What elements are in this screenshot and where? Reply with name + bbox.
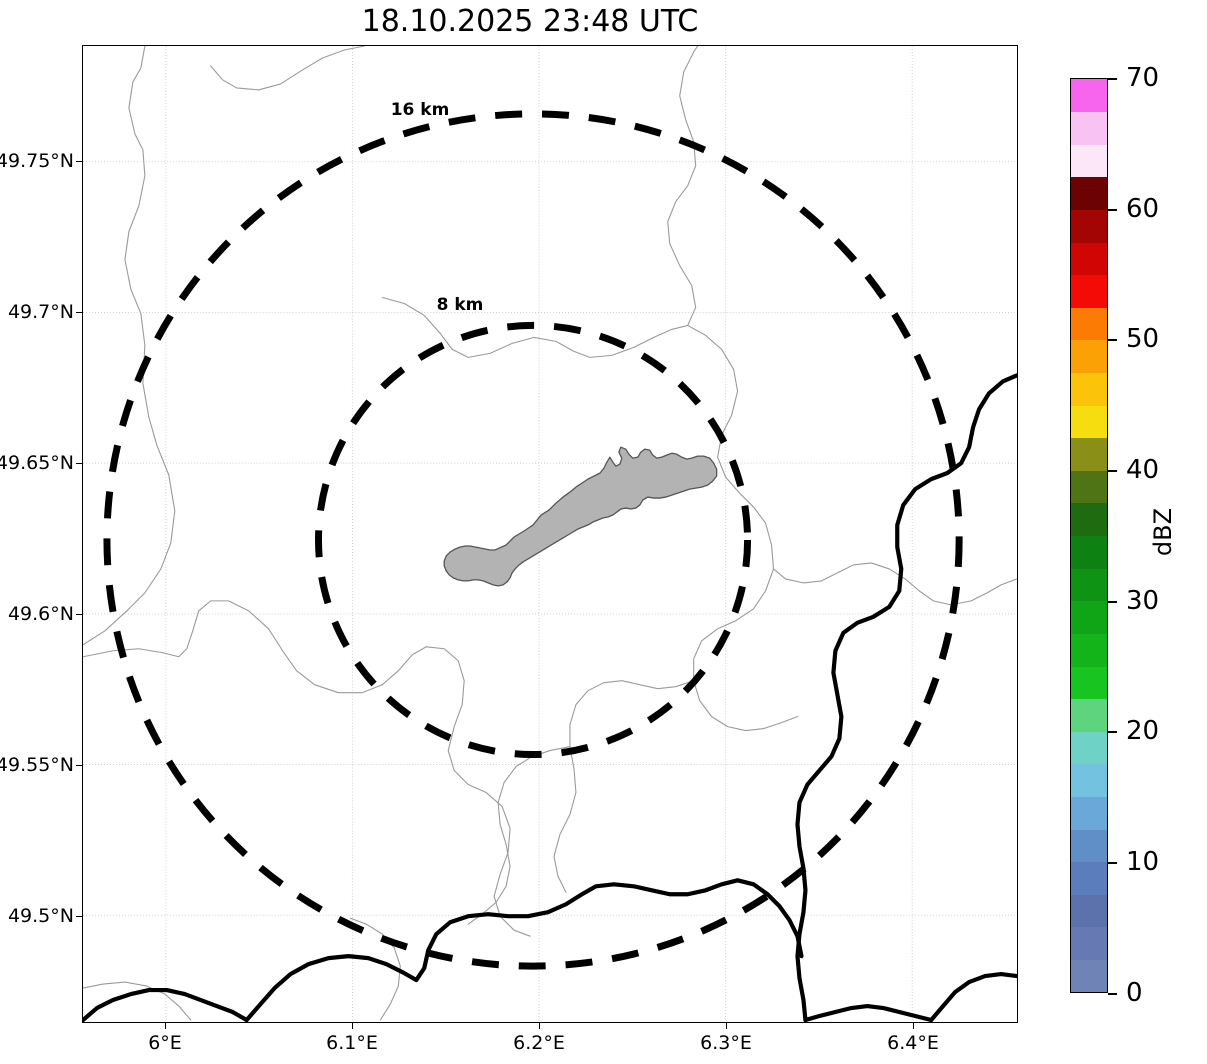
y-tickmark bbox=[76, 916, 82, 918]
y-tickmark bbox=[76, 463, 82, 465]
colorbar-band bbox=[1071, 79, 1107, 113]
colorbar-band bbox=[1071, 926, 1107, 960]
y-tick-label: 49.65°N bbox=[0, 452, 74, 474]
colorbar-band bbox=[1071, 242, 1107, 276]
colorbar-band bbox=[1071, 796, 1107, 830]
y-tickmark bbox=[76, 765, 82, 767]
colorbar-band bbox=[1071, 959, 1107, 992]
colorbar-band bbox=[1071, 535, 1107, 569]
range-ring-label-16km: 16 km bbox=[390, 100, 450, 120]
x-tick-label: 6.3°E bbox=[700, 1032, 752, 1054]
colorbar-tickmark bbox=[1108, 862, 1117, 864]
y-tickmark bbox=[76, 161, 82, 163]
colorbar-band bbox=[1071, 633, 1107, 667]
x-tick-label: 6.2°E bbox=[513, 1032, 565, 1054]
range-ring-16km bbox=[103, 110, 963, 970]
y-tick-label: 49.6°N bbox=[7, 603, 74, 625]
colorbar-tick-label: 30 bbox=[1126, 586, 1160, 616]
colorbar-tick-label: 70 bbox=[1126, 63, 1160, 93]
colorbar-band bbox=[1071, 209, 1107, 243]
colorbar-band bbox=[1071, 307, 1107, 341]
colorbar-band bbox=[1071, 274, 1107, 308]
colorbar-band bbox=[1071, 731, 1107, 765]
reflectivity-colorbar[interactable] bbox=[1070, 78, 1108, 993]
colorbar-band bbox=[1071, 470, 1107, 504]
colorbar-band bbox=[1071, 405, 1107, 439]
colorbar-band bbox=[1071, 176, 1107, 211]
urban-area-polygon bbox=[443, 446, 718, 587]
colorbar-tick-label: 50 bbox=[1126, 324, 1160, 354]
colorbar-band bbox=[1071, 861, 1107, 895]
y-tick-label: 49.7°N bbox=[7, 301, 74, 323]
colorbar-tickmark bbox=[1108, 339, 1117, 341]
colorbar-tickmark bbox=[1108, 78, 1117, 80]
colorbar-tick-label: 0 bbox=[1126, 978, 1143, 1008]
y-tick-label: 49.75°N bbox=[0, 150, 74, 172]
figure-title: 18.10.2025 23:48 UTC bbox=[361, 4, 699, 39]
colorbar-band bbox=[1071, 894, 1107, 928]
x-tickmark bbox=[165, 1023, 167, 1029]
map-gridlines bbox=[83, 46, 1017, 1022]
colorbar-tick-label: 40 bbox=[1126, 455, 1160, 485]
colorbar-tickmark bbox=[1108, 601, 1117, 603]
x-tickmark bbox=[539, 1023, 541, 1029]
colorbar-band bbox=[1071, 437, 1107, 471]
colorbar-band bbox=[1071, 111, 1107, 145]
colorbar-band bbox=[1071, 568, 1107, 602]
colorbar-tickmark bbox=[1108, 209, 1117, 211]
range-ring-8km bbox=[315, 321, 752, 759]
colorbar-tick-label: 20 bbox=[1126, 716, 1160, 746]
colorbar-band bbox=[1071, 144, 1107, 178]
x-tick-label: 6.1°E bbox=[326, 1032, 378, 1054]
x-tick-label: 6°E bbox=[148, 1032, 182, 1054]
colorbar-tickmark bbox=[1108, 470, 1117, 472]
colorbar-band bbox=[1071, 763, 1107, 797]
y-tickmark bbox=[76, 614, 82, 616]
colorbar-tickmark bbox=[1108, 731, 1117, 733]
colorbar-band bbox=[1071, 665, 1107, 700]
y-tick-label: 49.55°N bbox=[0, 754, 74, 776]
x-tickmark bbox=[726, 1023, 728, 1029]
colorbar-band bbox=[1071, 828, 1107, 863]
range-ring-label-8km: 8 km bbox=[436, 295, 484, 315]
y-tickmark bbox=[76, 312, 82, 314]
colorbar-tick-label: 10 bbox=[1126, 847, 1160, 877]
colorbar-tickmark bbox=[1108, 993, 1117, 995]
x-tick-label: 6.4°E bbox=[887, 1032, 939, 1054]
colorbar-band bbox=[1071, 698, 1107, 732]
colorbar-tick-label: 60 bbox=[1126, 194, 1160, 224]
admin-boundaries bbox=[83, 46, 1017, 1021]
x-tickmark bbox=[913, 1023, 915, 1029]
national-border bbox=[83, 373, 1017, 1022]
map-geometry bbox=[83, 46, 1017, 1022]
colorbar-band bbox=[1071, 502, 1107, 537]
colorbar-axis-label: dBZ bbox=[1149, 507, 1177, 557]
colorbar-band bbox=[1071, 372, 1107, 406]
colorbar-band bbox=[1071, 600, 1107, 634]
colorbar-band bbox=[1071, 339, 1107, 374]
y-tick-label: 49.5°N bbox=[7, 905, 74, 927]
map-plot-area[interactable]: 16 km 8 km bbox=[82, 45, 1018, 1023]
x-tickmark bbox=[352, 1023, 354, 1029]
